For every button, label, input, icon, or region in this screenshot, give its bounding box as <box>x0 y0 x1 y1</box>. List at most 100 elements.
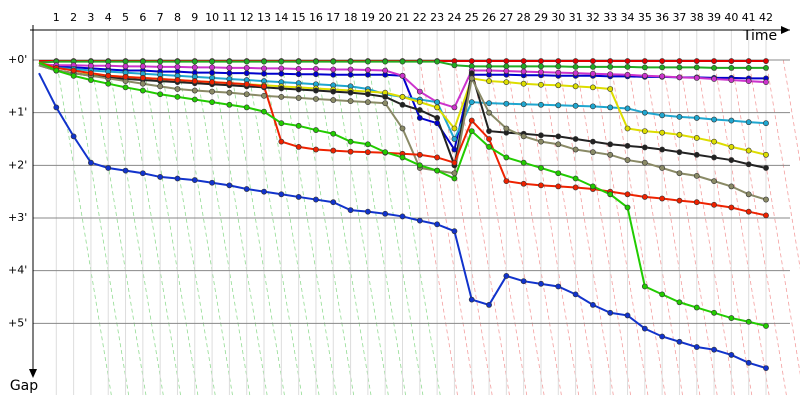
point <box>416 88 423 95</box>
point <box>659 64 666 71</box>
point <box>503 100 510 107</box>
point <box>590 63 596 70</box>
point <box>278 93 285 100</box>
lap-guide <box>523 59 580 396</box>
point <box>520 80 527 87</box>
point <box>295 194 302 200</box>
point <box>330 88 337 95</box>
point <box>105 62 112 69</box>
point <box>243 81 250 88</box>
point <box>693 304 700 311</box>
lap-guide <box>575 59 631 396</box>
point <box>763 365 769 371</box>
x-tick-label: 27 <box>499 11 513 24</box>
point <box>728 77 735 83</box>
point <box>364 149 371 156</box>
point <box>641 64 648 71</box>
point <box>659 58 666 64</box>
point <box>555 102 562 109</box>
point <box>763 65 769 71</box>
point <box>728 58 735 64</box>
point <box>641 144 648 151</box>
point <box>590 149 596 156</box>
point <box>676 131 683 138</box>
lap-guide <box>367 59 424 396</box>
point <box>711 309 717 316</box>
lap-guide <box>505 59 562 396</box>
point <box>693 75 700 81</box>
point <box>382 149 389 156</box>
point <box>763 323 769 329</box>
lap-guide <box>194 59 251 396</box>
point <box>555 69 562 76</box>
point <box>88 77 94 83</box>
point <box>763 165 769 171</box>
point <box>191 96 198 103</box>
point <box>105 165 112 171</box>
point <box>728 204 735 211</box>
point <box>330 130 337 137</box>
point <box>693 58 700 64</box>
point <box>347 98 354 104</box>
point <box>88 70 94 77</box>
point <box>641 128 648 134</box>
lap-guide <box>142 59 199 396</box>
lap-guide <box>55 59 112 396</box>
point <box>711 65 717 71</box>
point <box>434 167 441 174</box>
point <box>641 283 648 290</box>
point <box>347 58 354 65</box>
point <box>261 92 267 99</box>
point <box>278 58 285 65</box>
x-tick-label: 39 <box>707 11 721 24</box>
point <box>295 143 302 150</box>
point <box>347 138 354 145</box>
lap-guide <box>402 59 458 396</box>
point <box>590 70 596 77</box>
point <box>693 199 700 206</box>
point <box>676 149 683 156</box>
point <box>728 352 735 358</box>
point <box>572 83 579 90</box>
point <box>745 65 752 71</box>
point <box>676 64 683 71</box>
point <box>728 65 735 71</box>
point <box>451 228 458 235</box>
point <box>313 96 319 102</box>
point <box>157 83 164 90</box>
x-tick-label: 36 <box>655 11 669 24</box>
point <box>139 170 146 177</box>
point <box>399 154 406 161</box>
point <box>676 170 683 177</box>
point <box>693 172 700 179</box>
point <box>209 69 215 76</box>
point <box>70 67 77 74</box>
point <box>745 78 752 84</box>
x-tick-label: 16 <box>309 11 323 24</box>
point <box>278 65 285 72</box>
point <box>590 301 596 308</box>
point <box>174 93 181 100</box>
point <box>624 157 631 163</box>
point <box>624 63 631 70</box>
x-tick-label: 20 <box>378 11 392 24</box>
point <box>503 154 510 161</box>
point <box>451 146 458 153</box>
point <box>226 65 233 71</box>
lap-guide <box>350 59 406 396</box>
point <box>711 116 717 123</box>
point <box>295 58 302 65</box>
point <box>399 125 406 132</box>
point <box>538 58 544 64</box>
point <box>468 117 475 124</box>
point <box>399 58 406 65</box>
point <box>399 101 406 108</box>
point <box>434 221 441 228</box>
point <box>607 104 614 111</box>
point <box>659 291 666 298</box>
lap-guide <box>332 59 389 396</box>
point <box>624 142 631 149</box>
lap-guide <box>696 59 753 396</box>
lap-guide <box>211 59 268 396</box>
